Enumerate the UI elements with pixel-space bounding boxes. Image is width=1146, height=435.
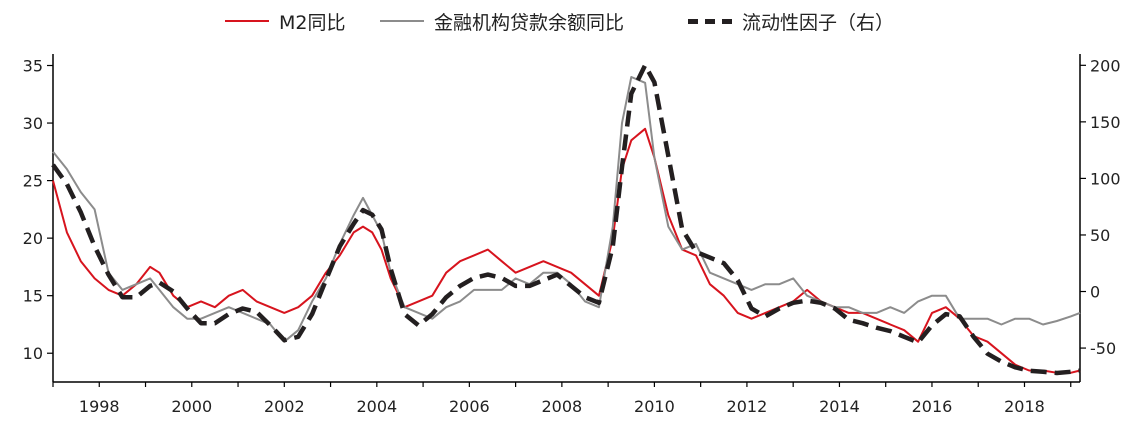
y-tick-label-right-4: 150	[1090, 113, 1121, 132]
y-tick-label-left-5: 35	[23, 57, 43, 76]
y-tick-label-right-1: 0	[1090, 283, 1100, 302]
y-tick-label-left-0: 10	[23, 344, 43, 363]
y-tick-label-left-3: 25	[23, 172, 43, 191]
legend-item-liquidity-factor: 流动性因子（右）	[688, 6, 894, 36]
y-tick-label-left-1: 15	[23, 287, 43, 306]
x-tick-label-2: 2002	[264, 397, 305, 416]
legend-swatch-m2	[225, 20, 269, 22]
legend-label-liquidity-factor: 流动性因子（右）	[742, 11, 895, 34]
y-tick-label-right-0: -50	[1090, 339, 1116, 358]
legend-item-m2: M2同比	[225, 6, 345, 36]
y-tick-label-right-3: 100	[1090, 169, 1121, 188]
legend-label-loan-balance: 金融机构贷款余额同比	[434, 11, 625, 34]
legend: M2同比 金融机构贷款余额同比 流动性因子（右）	[0, 6, 1146, 36]
x-tick-label-10: 2018	[1004, 397, 1045, 416]
x-tick-label-6: 2010	[634, 397, 675, 416]
x-tick-label-7: 2012	[727, 397, 768, 416]
y-tick-label-right-2: 50	[1090, 226, 1110, 245]
x-tick-label-3: 2004	[356, 397, 397, 416]
x-tick-label-5: 2008	[542, 397, 583, 416]
x-tick-label-8: 2014	[819, 397, 860, 416]
x-tick-label-0: 1998	[79, 397, 120, 416]
legend-item-loan-balance: 金融机构贷款余额同比	[380, 6, 624, 36]
y-tick-label-left-2: 20	[23, 229, 43, 248]
x-tick-label-4: 2006	[449, 397, 490, 416]
legend-swatch-loan-balance	[380, 20, 424, 22]
legend-swatch-liquidity-factor	[688, 18, 732, 24]
x-tick-label-1: 2000	[171, 397, 212, 416]
y-tick-label-right-5: 200	[1090, 56, 1121, 75]
legend-label-m2: M2同比	[279, 11, 346, 34]
x-tick-label-9: 2016	[912, 397, 953, 416]
series-line-1	[52, 76, 1081, 343]
series-line-2	[51, 63, 1081, 376]
series-line-0	[52, 127, 1081, 374]
y-tick-label-left-4: 30	[23, 114, 43, 133]
